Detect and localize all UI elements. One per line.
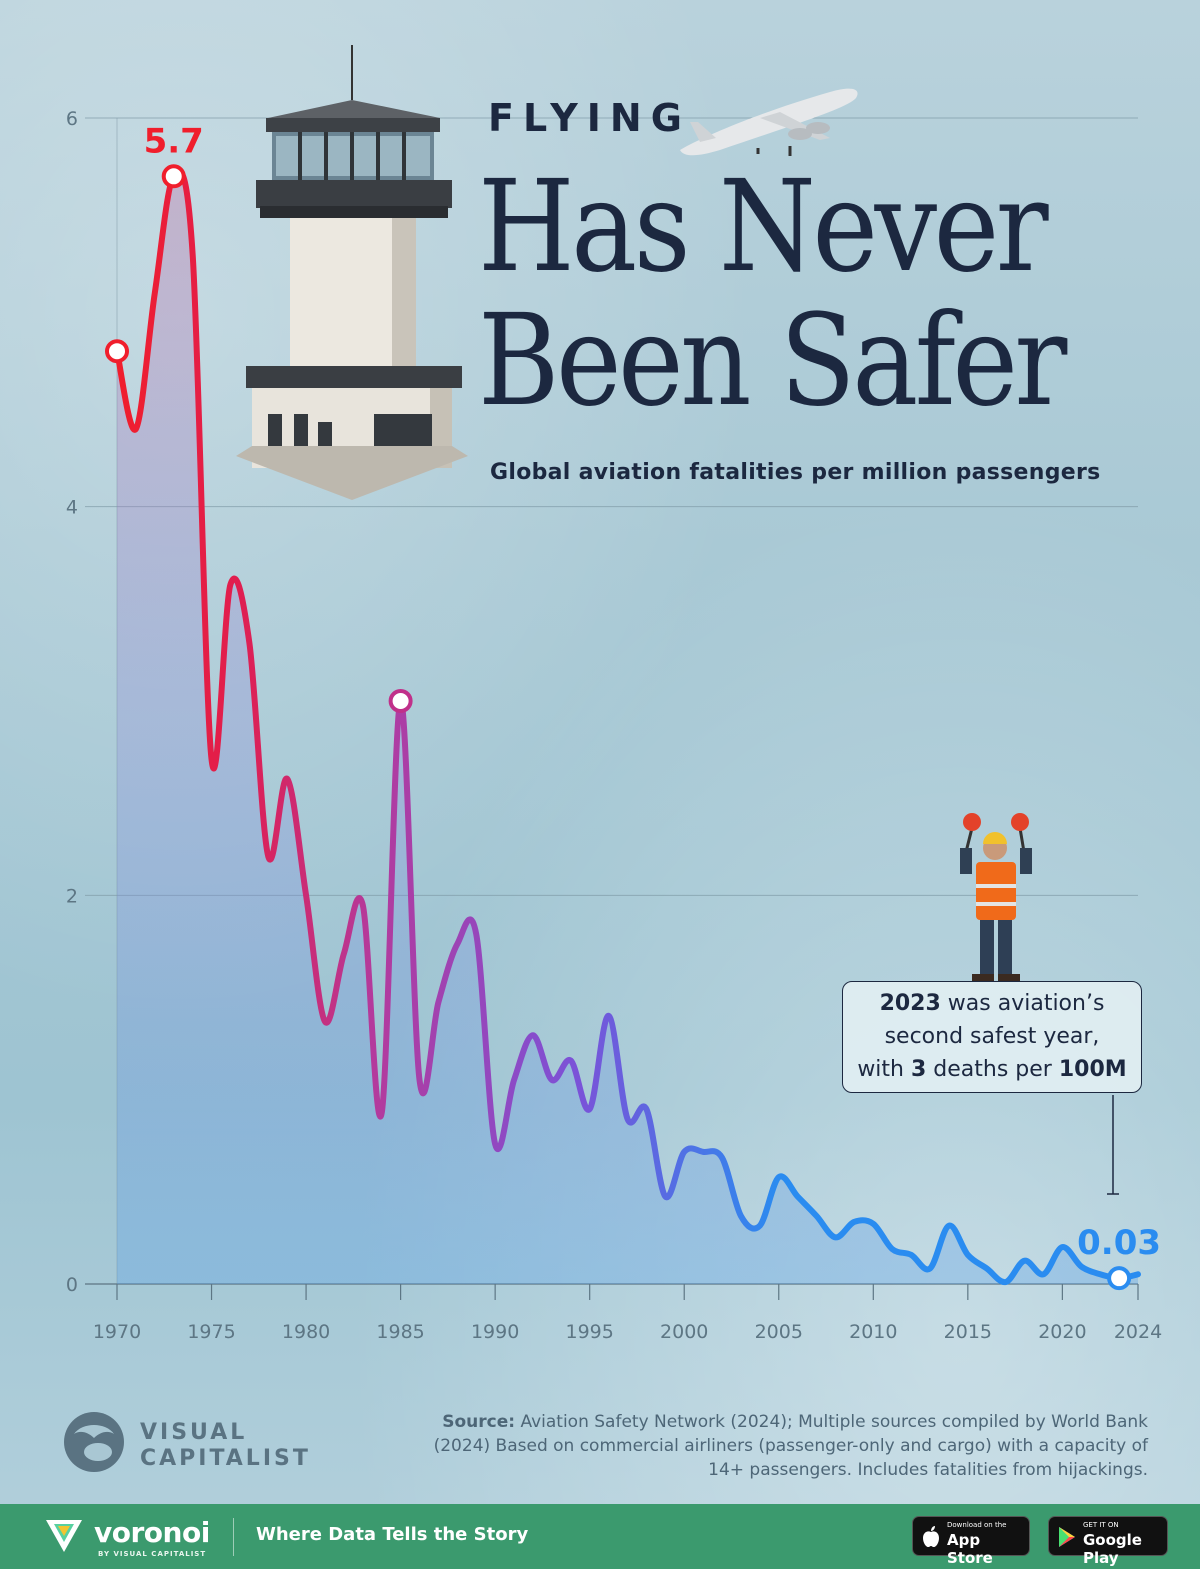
points-layer: 5.7 0.03: [105, 121, 1161, 1291]
callout-text-b: with: [857, 1057, 911, 1082]
x-tick-label: 1990: [471, 1321, 519, 1343]
highlight-point: [105, 339, 129, 364]
x-tick-label: 1980: [282, 1321, 330, 1343]
headline-kicker: FLYING: [488, 96, 691, 140]
y-tick-label: 6: [66, 108, 78, 130]
headline-line-1: Has Never: [478, 153, 1049, 300]
callout-text-c: deaths per: [926, 1057, 1059, 1082]
x-tick-label: 1995: [566, 1321, 614, 1343]
callout-text-a: was aviation’s: [940, 991, 1105, 1016]
callout-per: 100M: [1058, 1057, 1127, 1082]
google-play-label: Google Play: [1083, 1531, 1142, 1567]
apple-icon: [923, 1526, 939, 1547]
highlight-point: [388, 689, 413, 713]
highlight-point: [1107, 1266, 1132, 1291]
x-tick-label: 2000: [660, 1321, 708, 1343]
callout-line-2: second safest year,: [884, 1024, 1100, 1049]
footer-bar: voronoi BY VISUAL CAPITALIST Where Data …: [0, 1504, 1200, 1569]
x-tick-label: 2005: [755, 1321, 803, 1343]
voronoi-logo-icon: [46, 1520, 82, 1552]
app-store-label: App Store: [947, 1531, 993, 1567]
x-tick-label: 2024: [1114, 1321, 1162, 1343]
data-label: 0.03: [1077, 1223, 1161, 1263]
headline: Has Never Been Safer: [478, 153, 1067, 434]
highlight-point: [161, 164, 186, 189]
voronoi-wordmark: voronoi: [94, 1516, 210, 1549]
ground-worker-illustration: [960, 813, 1032, 982]
series-area: [117, 171, 1138, 1284]
visual-capitalist-logo-icon: [64, 1412, 124, 1472]
x-tick-label: 1985: [376, 1321, 424, 1343]
y-tick-label: 4: [66, 497, 78, 519]
callout-line-3: with 3 deaths per 100M: [843, 1053, 1141, 1086]
callout-year: 2023: [879, 991, 941, 1016]
visual-capitalist-wordmark: VISUAL CAPITALIST: [140, 1420, 311, 1472]
callout-box: 2023 was aviation’s second safest year, …: [842, 981, 1142, 1093]
y-tick-label: 2: [66, 885, 78, 907]
y-tick-label: 0: [66, 1274, 78, 1296]
headline-line-2: Been Safer: [478, 287, 1067, 434]
google-play-small-text: GET IT ON: [1083, 1521, 1119, 1529]
source-note: Source: Aviation Safety Network (2024); …: [428, 1410, 1148, 1482]
callout-deaths: 3: [910, 1057, 927, 1082]
x-tick-label: 2015: [944, 1321, 992, 1343]
callout-line-1: 2023 was aviation’s: [843, 987, 1141, 1020]
data-label: 5.7: [144, 121, 204, 161]
x-tick-label: 1975: [187, 1321, 235, 1343]
control-tower-illustration: [236, 45, 468, 500]
source-label: Source:: [442, 1412, 516, 1432]
google-play-button[interactable]: GET IT ON Google Play: [1048, 1516, 1168, 1567]
chart-subtitle: Global aviation fatalities per million p…: [490, 460, 1101, 485]
voronoi-subline: BY VISUAL CAPITALIST: [98, 1550, 207, 1558]
vc-line-1: VISUAL: [140, 1420, 248, 1445]
app-store-small-text: Download on the: [947, 1521, 1007, 1529]
tagline: Where Data Tells the Story: [256, 1524, 529, 1545]
x-tick-label: 1970: [93, 1321, 141, 1343]
x-tick-label: 2010: [849, 1321, 897, 1343]
footer-divider: [233, 1518, 234, 1556]
airplane-illustration: [680, 88, 858, 156]
google-play-icon: [1059, 1527, 1075, 1547]
vc-line-2: CAPITALIST: [140, 1446, 311, 1471]
app-store-button[interactable]: Download on the App Store: [912, 1516, 1030, 1567]
series-line: [114, 168, 1141, 1286]
source-text: Aviation Safety Network (2024); Multiple…: [433, 1412, 1148, 1480]
x-tick-label: 2020: [1038, 1321, 1086, 1343]
